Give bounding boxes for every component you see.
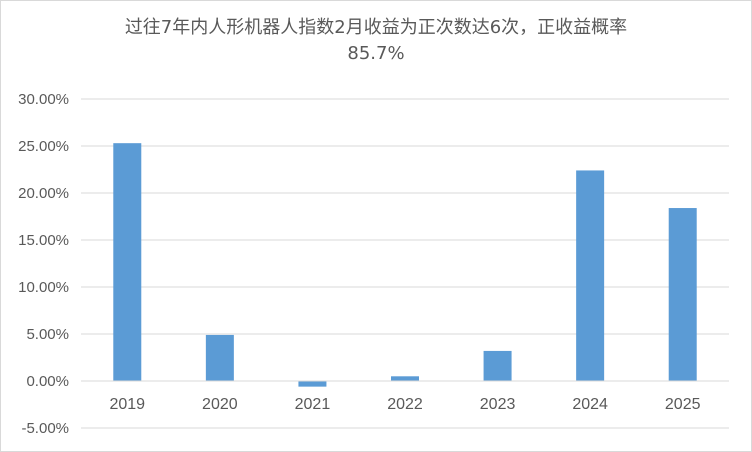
y-tick-label: 30.00%	[18, 91, 69, 108]
x-category-label: 2021	[295, 396, 331, 413]
x-axis-category-labels: 2019 2020 2021 2022 2023 2024 2025	[109, 396, 700, 413]
chart-subtitle: 85.7%	[347, 43, 405, 64]
x-category-label: 2025	[665, 396, 701, 413]
y-tick-label: 5.00%	[26, 326, 69, 343]
y-tick-label: 15.00%	[18, 232, 69, 249]
chart-title: 过往7年内人形机器人指数2月收益为正次数达6次，正收益概率	[124, 17, 628, 38]
bar-2023	[483, 350, 512, 381]
x-category-label: 2023	[480, 396, 516, 413]
y-tick-label: 0.00%	[26, 373, 69, 390]
x-category-label: 2024	[572, 396, 608, 413]
y-tick-label: -5.00%	[21, 420, 69, 437]
bar-2025	[668, 208, 697, 381]
bar-2022	[391, 376, 419, 381]
y-axis-tick-labels: 30.00% 25.00% 20.00% 15.00% 10.00% 5.00% 0.00%…	[18, 91, 69, 437]
y-tick-label: 25.00%	[18, 138, 69, 155]
bar-2020	[205, 334, 234, 381]
bars	[113, 143, 697, 387]
y-tick-label: 20.00%	[18, 185, 69, 202]
y-tick-label: 10.00%	[18, 279, 69, 296]
bar-2019	[113, 143, 142, 381]
x-category-label: 2022	[387, 396, 423, 413]
x-category-label: 2020	[202, 396, 238, 413]
bar-2024	[576, 170, 605, 381]
x-category-label: 2019	[109, 396, 145, 413]
chart-title-block: 过往7年内人形机器人指数2月收益为正次数达6次，正收益概率 85.7%	[1, 15, 751, 67]
bar-2021	[298, 381, 327, 387]
